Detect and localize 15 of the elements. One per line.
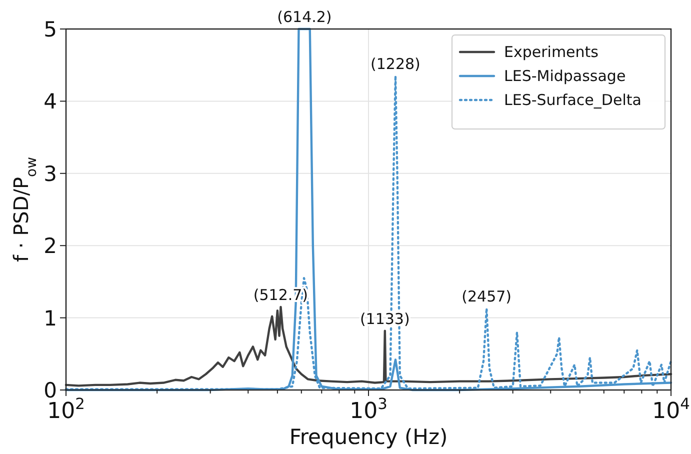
annotation: (614.2) <box>277 8 332 26</box>
y-tick-label: 4 <box>44 90 57 114</box>
annotation: (1228) <box>370 54 420 73</box>
legend-label: LES-Midpassage <box>504 67 626 85</box>
y-tick-label: 3 <box>44 162 57 186</box>
y-tick-label: 5 <box>44 18 57 42</box>
legend-label: Experiments <box>504 43 599 61</box>
annotation: (2457) <box>462 287 512 306</box>
x-tick-label: 10$^{3}$ <box>350 395 388 424</box>
annotation: (1133) <box>360 310 410 328</box>
y-tick-label: 2 <box>44 234 57 258</box>
legend-label: LES-Surface_Delta <box>504 91 642 109</box>
x-axis-title: Frequency (Hz) <box>289 425 448 449</box>
x-tick-label: 10$^{4}$ <box>652 395 690 424</box>
y-tick-label: 1 <box>44 306 57 330</box>
